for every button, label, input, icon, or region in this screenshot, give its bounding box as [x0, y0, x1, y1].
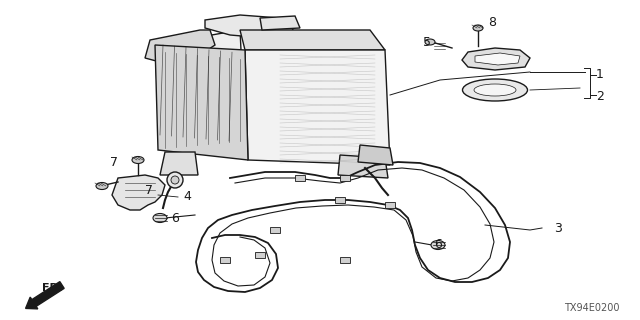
Text: 8: 8 — [488, 15, 496, 28]
Text: 6: 6 — [171, 212, 179, 225]
Polygon shape — [145, 30, 215, 62]
Ellipse shape — [153, 213, 167, 222]
Text: 4: 4 — [183, 190, 191, 204]
Polygon shape — [160, 152, 198, 175]
Bar — [335, 197, 345, 203]
Text: FR.: FR. — [42, 283, 63, 293]
Text: TX94E0200: TX94E0200 — [564, 303, 620, 313]
Polygon shape — [240, 30, 385, 50]
Polygon shape — [155, 45, 248, 160]
Circle shape — [171, 176, 179, 184]
Polygon shape — [338, 155, 388, 178]
Text: 6: 6 — [434, 238, 442, 252]
Ellipse shape — [132, 156, 144, 164]
Text: 7: 7 — [110, 156, 118, 169]
Ellipse shape — [431, 241, 445, 250]
Polygon shape — [358, 145, 393, 165]
Text: 7: 7 — [145, 183, 153, 196]
Text: 1: 1 — [596, 68, 604, 82]
Circle shape — [167, 172, 183, 188]
Ellipse shape — [473, 25, 483, 31]
Bar — [295, 175, 305, 181]
Bar — [255, 252, 265, 258]
Polygon shape — [462, 48, 530, 70]
Bar — [270, 227, 280, 233]
Ellipse shape — [425, 39, 435, 45]
Text: 3: 3 — [554, 221, 562, 235]
Polygon shape — [475, 53, 520, 65]
FancyArrow shape — [26, 282, 64, 309]
Text: 2: 2 — [596, 90, 604, 102]
Polygon shape — [155, 30, 245, 145]
Polygon shape — [260, 16, 300, 30]
Bar — [340, 175, 350, 181]
Bar — [220, 257, 230, 263]
Bar — [340, 257, 350, 263]
Ellipse shape — [96, 182, 108, 189]
Ellipse shape — [474, 84, 516, 96]
Polygon shape — [205, 15, 295, 38]
Bar — [385, 202, 395, 208]
Text: 5: 5 — [423, 36, 431, 49]
Ellipse shape — [463, 79, 527, 101]
Polygon shape — [245, 50, 390, 165]
Polygon shape — [112, 175, 165, 210]
